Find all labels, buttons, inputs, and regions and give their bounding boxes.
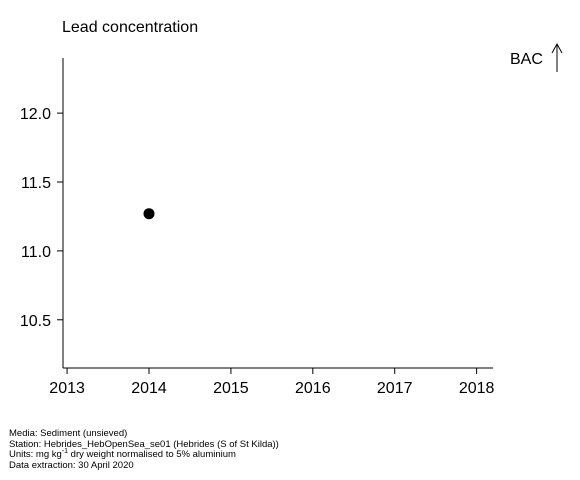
x-tick-label: 2018 <box>459 380 495 397</box>
bac-label: BAC <box>510 51 543 68</box>
axes <box>62 58 493 369</box>
units-suffix: dry weight normalised to 5% aluminium <box>68 449 236 460</box>
arrow-head <box>551 42 563 54</box>
x-axis-ticks: 2013 2014 2015 2016 2017 2018 <box>49 368 495 397</box>
y-axis-ticks: 10.5 11.0 11.5 12.0 <box>20 106 63 330</box>
y-tick-label: 11.5 <box>21 175 51 192</box>
y-tick-label: 11.0 <box>21 244 51 261</box>
x-tick-label: 2014 <box>131 380 167 397</box>
chart-title: Lead concentration <box>62 19 199 36</box>
x-tick-label: 2016 <box>295 380 331 397</box>
data-point <box>143 208 155 220</box>
footer-media: Media: Sediment (unsieved) <box>9 428 128 439</box>
y-tick-label: 12.0 <box>20 106 51 123</box>
x-tick-label: 2013 <box>49 380 85 397</box>
footer-units: Units: mg kg-1 dry weight normalised to … <box>9 448 279 461</box>
units-prefix: Units: mg kg <box>9 449 62 460</box>
units-exponent: -1 <box>61 448 69 455</box>
up-arrow-icon <box>551 42 563 72</box>
data-points <box>143 208 155 220</box>
x-tick-label: 2017 <box>377 380 413 397</box>
x-tick-label: 2015 <box>213 380 249 397</box>
footer-extraction: Data extraction: 30 April 2020 <box>9 459 134 471</box>
chart-footer: Media: Sediment (unsieved) Station: Hebr… <box>9 428 279 471</box>
y-tick-label: 10.5 <box>20 313 51 330</box>
footer-station: Station: Hebrides_HebOpenSea_se01 (Hebri… <box>9 438 279 450</box>
